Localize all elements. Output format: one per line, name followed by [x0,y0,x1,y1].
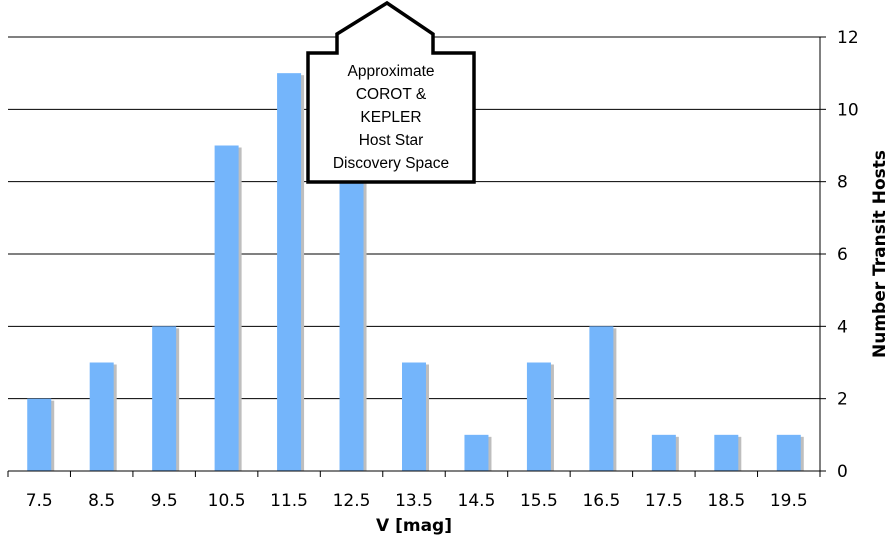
callout-arrow-shape [306,0,476,184]
y-tick-label: 0 [837,462,848,482]
x-tick-labels: 7.5 8.5 9.5 10.5 11.5 12.5 13.5 14.5 15.5 16.5 17.… [7,471,821,511]
bar-16.5 [589,326,614,471]
bar-14.5 [464,434,489,471]
callout-text-line: Discovery Space [333,155,449,172]
bar-9.5 [152,326,177,471]
x-tick-label: 9.5 [151,491,178,511]
bar-17.5 [651,434,676,471]
callout-text-line: KEPLER [360,109,421,126]
y-axis-title: Number Transit Hosts [870,150,890,358]
bar-8.5 [89,362,114,471]
bars [27,73,804,472]
x-tick-label: 13.5 [395,491,433,511]
bar-19.5 [776,434,801,471]
y-tick-label: 8 [837,173,848,193]
x-tick-label: 16.5 [582,491,620,511]
bar-10.5 [214,145,239,471]
bar-7.5 [27,398,52,471]
bar-11.5 [277,73,302,472]
x-tick-label: 8.5 [88,491,115,511]
bar-18.5 [714,434,739,471]
x-axis-title: V [mag] [376,516,452,536]
y-tick-label: 6 [837,245,848,265]
x-tick-label: 14.5 [458,491,496,511]
callout-text-line: Host Star [359,132,424,149]
y-tick-label: 2 [837,390,848,410]
x-tick-label: 7.5 [26,491,53,511]
callout-text-line: COROT & [356,86,427,103]
y-tick-label: 12 [837,28,859,48]
x-tick-label: 19.5 [770,491,808,511]
y-tick-labels: 0 2 4 6 8 10 12 [820,28,859,482]
x-tick-label: 12.5 [333,491,371,511]
x-tick-label: 15.5 [520,491,558,511]
y-tick-label: 4 [837,317,848,337]
bar-13.5 [402,362,426,471]
x-tick-label: 17.5 [645,491,683,511]
bar-15.5 [526,362,551,471]
x-tick-label: 18.5 [707,491,745,511]
bar-12.5 [339,181,364,471]
callout-text-line: Approximate [347,63,434,80]
x-tick-label: 11.5 [270,491,308,511]
discovery-space-callout: Approximate COROT & KEPLER Host Star Discove… [306,0,476,184]
y-tick-label: 10 [837,100,859,120]
x-tick-label: 10.5 [208,491,246,511]
